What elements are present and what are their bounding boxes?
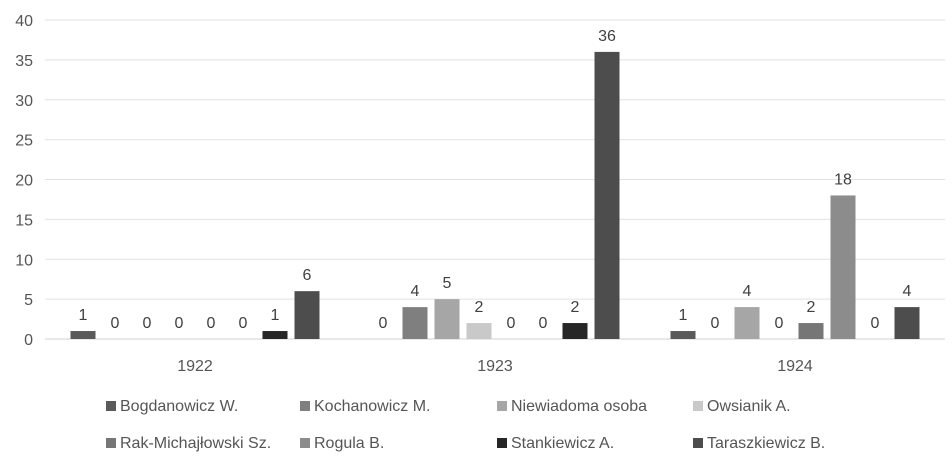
x-tick-label: 1922	[177, 358, 213, 375]
legend-swatch	[300, 438, 310, 448]
data-label: 5	[443, 275, 452, 292]
legend-swatch	[106, 438, 116, 448]
x-tick-label: 1923	[477, 358, 513, 375]
bar	[562, 323, 588, 339]
bar	[830, 195, 856, 339]
y-tick-label: 5	[24, 292, 33, 309]
data-label: 2	[571, 299, 580, 316]
data-label: 1	[79, 307, 88, 324]
legend-label: Owsianik A.	[707, 398, 791, 415]
data-label: 2	[475, 299, 484, 316]
bar	[402, 307, 428, 339]
data-label: 0	[143, 315, 152, 332]
bars	[70, 51, 920, 340]
data-label: 4	[743, 283, 752, 300]
data-label: 1	[271, 307, 280, 324]
legend-label: Taraszkiewicz B.	[707, 435, 825, 452]
legend-swatch	[497, 438, 507, 448]
legend-label: Rogula B.	[314, 435, 384, 452]
bar	[670, 331, 696, 339]
legend-swatch	[497, 401, 507, 411]
y-tick-label: 25	[15, 133, 33, 150]
y-tick-label: 35	[15, 53, 33, 70]
y-tick-label: 15	[15, 212, 33, 229]
bar	[734, 307, 760, 339]
y-tick-label: 10	[15, 252, 33, 269]
bar	[262, 331, 288, 339]
legend-swatch	[300, 401, 310, 411]
x-axis-categories: 1922 1923 1924	[177, 358, 813, 375]
data-labels: 1 0 0 0 0 0 1 6 0 4 5 2 0 0 2 36 1 0 4 0 2 18 0 4	[79, 28, 912, 332]
data-label: 18	[834, 171, 852, 188]
data-label: 36	[598, 28, 616, 45]
data-label: 0	[111, 315, 120, 332]
legend-swatch	[106, 401, 116, 411]
data-label: 0	[239, 315, 248, 332]
data-label: 0	[711, 315, 720, 332]
y-tick-label: 40	[15, 13, 33, 30]
data-label: 0	[379, 315, 388, 332]
bar	[294, 291, 320, 339]
y-tick-label: 0	[24, 332, 33, 349]
data-label: 2	[807, 299, 816, 316]
legend-label: Stankiewicz A.	[511, 435, 614, 452]
gridlines	[45, 19, 945, 340]
data-label: 0	[175, 315, 184, 332]
x-tick-label: 1924	[777, 358, 813, 375]
data-label: 4	[903, 283, 912, 300]
legend-label: Niewiadoma osoba	[511, 398, 647, 415]
data-label: 0	[871, 315, 880, 332]
legend-swatch	[693, 438, 703, 448]
bar	[594, 51, 620, 340]
bar	[798, 323, 824, 339]
data-label: 0	[539, 315, 548, 332]
y-axis-ticks: 0 5 10 15 20 25 30 35 40	[15, 13, 33, 349]
data-label: 0	[507, 315, 516, 332]
legend-label: Kochanowicz M.	[314, 398, 431, 415]
legend-label: Rak-Michajłowski Sz.	[120, 435, 271, 452]
bar	[70, 331, 96, 339]
y-tick-label: 30	[15, 93, 33, 110]
data-label: 4	[411, 283, 420, 300]
legend: Bogdanowicz W. Kochanowicz M. Niewiadoma o…	[106, 398, 825, 452]
bar	[894, 307, 920, 339]
data-label: 6	[303, 267, 312, 284]
data-label: 0	[775, 315, 784, 332]
bar	[466, 323, 492, 339]
data-label: 0	[207, 315, 216, 332]
data-label: 1	[679, 307, 688, 324]
legend-swatch	[693, 401, 703, 411]
y-tick-label: 20	[15, 173, 33, 190]
legend-label: Bogdanowicz W.	[120, 398, 238, 415]
bar	[434, 299, 460, 339]
